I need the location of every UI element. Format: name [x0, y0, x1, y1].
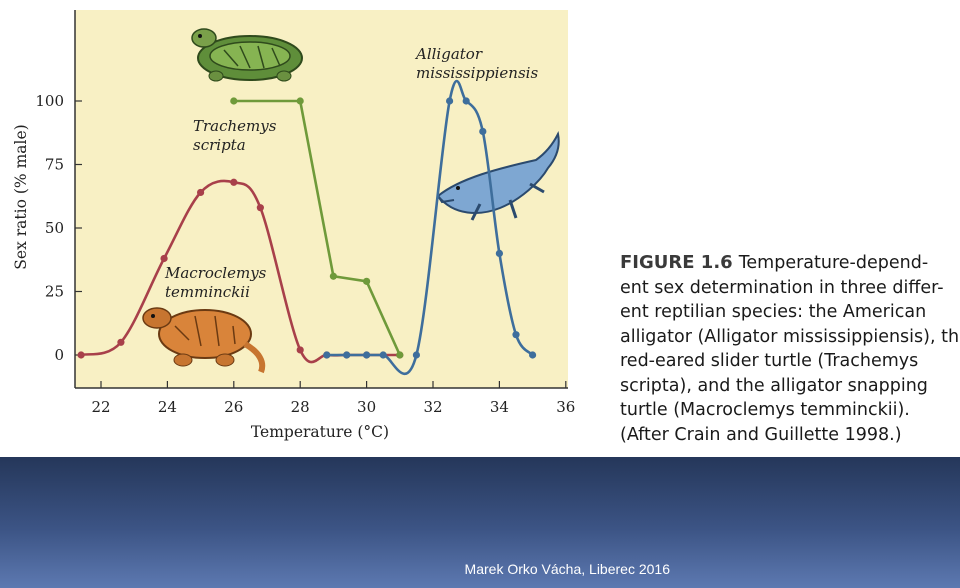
y-tick-label: 75 — [45, 156, 64, 174]
x-tick-label: 36 — [556, 398, 575, 416]
data-point — [296, 97, 304, 105]
x-tick-label: 30 — [357, 398, 376, 416]
data-point — [230, 97, 238, 105]
x-tick-label: 26 — [224, 398, 243, 416]
y-tick-label: 50 — [45, 219, 64, 237]
data-point — [479, 127, 487, 136]
caption-line-6: turtle (Macroclemys temminckii). — [620, 400, 910, 420]
caption-line-7: (After Crain and Guillette 1998.) — [620, 424, 902, 445]
y-tick-label: 25 — [45, 283, 64, 301]
illustrations — [142, 28, 560, 374]
data-point — [396, 351, 404, 359]
series-label: mississippiensis — [416, 64, 538, 82]
figure-label: FIGURE 1.6 — [620, 252, 733, 273]
series-label: temminckii — [165, 283, 250, 301]
data-point — [230, 178, 238, 186]
series-label: Alligator — [414, 45, 483, 63]
data-point — [446, 97, 454, 105]
x-axis-title: Temperature (°C) — [251, 423, 389, 441]
x-tick-label: 22 — [91, 398, 110, 416]
x-tick-label: 34 — [490, 398, 509, 416]
data-point — [329, 272, 337, 280]
y-tick-label: 0 — [54, 346, 64, 364]
data-point — [117, 338, 125, 346]
sex-ratio-chart: 22 24 26 28 30 32 34 36 0 25 50 75 100 Temperature (°… — [12, 10, 575, 441]
plot-area — [77, 79, 537, 375]
data-point — [343, 351, 351, 359]
data-point — [363, 351, 371, 359]
x-tick-label: 24 — [158, 398, 177, 416]
data-point — [160, 254, 168, 263]
data-point — [529, 351, 537, 359]
data-point — [412, 351, 420, 359]
textbook-figure: 22 24 26 28 30 32 34 36 0 25 50 75 100 Temperature (°… — [12, 10, 960, 447]
series-label: Trachemys — [193, 117, 277, 135]
caption-line-3: alligator (Alligator mississippiensis), … — [620, 326, 960, 347]
snapping-turtle-illustration — [142, 307, 266, 374]
caption-line-4: red-eared slider turtle (Trachemys — [620, 351, 919, 371]
caption-line-2: ent reptilian species: the American — [620, 302, 927, 322]
caption-line-0: Temperature-depend- — [738, 253, 929, 273]
y-axis-title: Sex ratio (% male) — [12, 124, 30, 269]
x-tick-label: 32 — [423, 398, 442, 416]
data-point — [77, 351, 85, 359]
footer-credit: Marek Orko Vácha, Liberec 2016 — [464, 561, 670, 577]
caption-line-1: ent sex determination in three differ- — [620, 277, 944, 298]
figure-caption: FIGURE 1.6 Temperature-depend- ent sex de… — [620, 251, 960, 447]
x-tick-label: 28 — [291, 398, 310, 416]
caption-line-5: scripta), and the alligator snapping — [620, 375, 928, 396]
data-point — [296, 346, 304, 354]
data-point — [379, 351, 387, 359]
data-point — [512, 331, 520, 339]
axes: 22 24 26 28 30 32 34 36 0 25 50 75 100 Temperature (°… — [12, 10, 575, 441]
data-point — [323, 351, 331, 359]
data-point — [462, 97, 470, 105]
series-label: scripta — [193, 136, 246, 154]
y-tick-label: 100 — [35, 92, 64, 110]
data-point — [495, 249, 503, 257]
data-point — [197, 188, 205, 197]
series-label: Macroclemys — [164, 264, 267, 282]
footer-band — [0, 457, 960, 588]
data-point — [363, 277, 371, 285]
slider-turtle-illustration — [191, 28, 303, 82]
caption-line: FIGURE 1.6 Temperature-depend- — [620, 251, 960, 276]
data-point — [256, 204, 264, 212]
